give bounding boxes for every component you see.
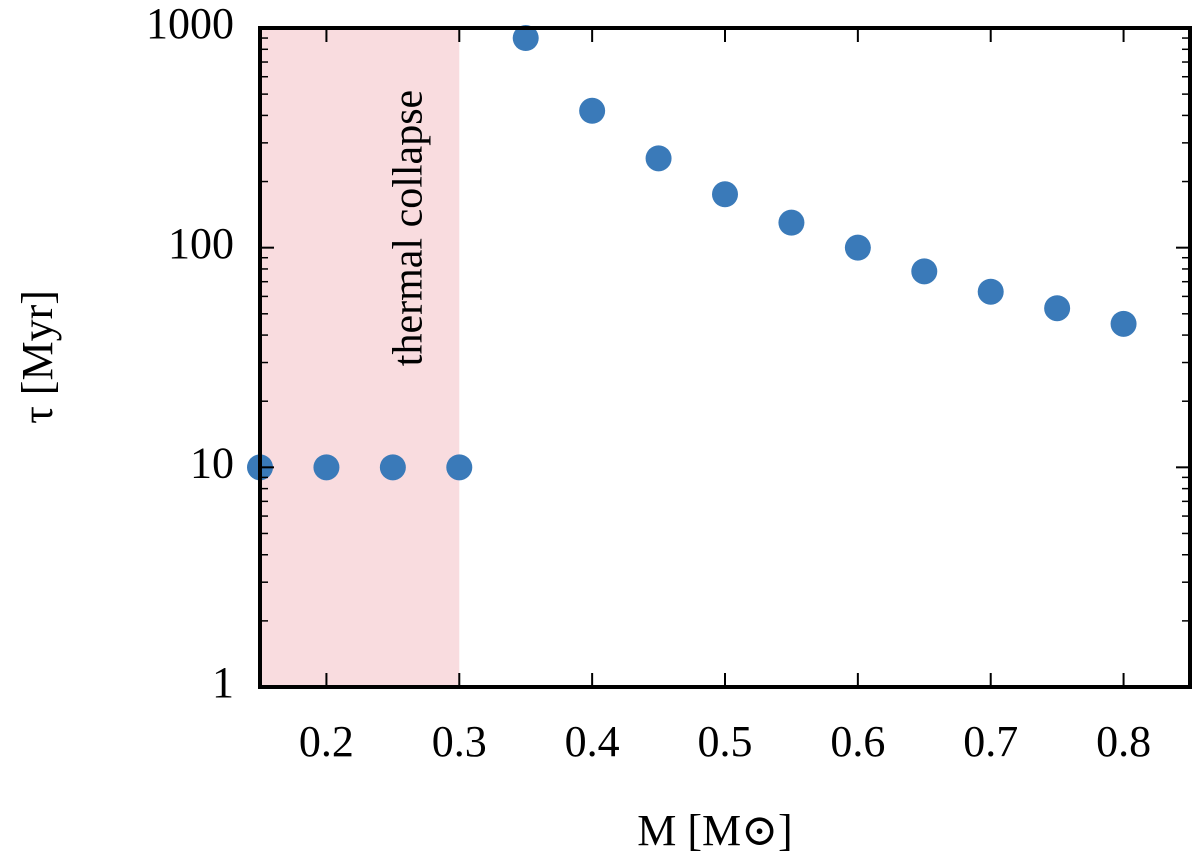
data-point — [446, 454, 473, 481]
thermal-collapse-region — [260, 28, 460, 687]
region-band — [260, 28, 460, 687]
data-point — [712, 181, 738, 208]
y-axis-label: τ [Myr] — [13, 290, 62, 424]
y-tick-label: 1000 — [146, 0, 234, 48]
x-tick-label: 0.6 — [830, 717, 885, 766]
region-label: thermal collapse — [386, 90, 432, 366]
y-tick-labels: 1 10 100 1000 — [146, 0, 234, 707]
x-tick-label: 0.3 — [432, 717, 487, 766]
y-tick-label: 10 — [190, 438, 234, 487]
data-points — [247, 25, 1137, 481]
data-point — [313, 454, 340, 481]
y-tick-label: 100 — [168, 219, 234, 268]
y-tick-label: 1 — [212, 658, 234, 707]
data-point — [778, 209, 805, 236]
data-point — [977, 278, 1004, 305]
data-point — [579, 97, 606, 124]
x-tick-label: 0.2 — [299, 717, 354, 766]
plot-frame — [258, 26, 1192, 689]
data-point — [844, 234, 871, 261]
x-tick-label: 0.7 — [963, 717, 1018, 766]
data-point — [1044, 295, 1071, 322]
x-tick-label: 0.8 — [1096, 717, 1151, 766]
data-point — [379, 454, 406, 481]
data-point — [911, 258, 938, 285]
x-tick-labels: 0.2 0.3 0.4 0.5 0.6 0.7 0.8 — [299, 717, 1151, 766]
data-point — [1110, 310, 1137, 337]
x-axis-label: M [M⊙] — [637, 806, 792, 855]
x-tick-label: 0.5 — [698, 717, 753, 766]
x-tick-label: 0.4 — [565, 717, 620, 766]
data-point — [645, 145, 672, 172]
data-point — [512, 25, 539, 52]
